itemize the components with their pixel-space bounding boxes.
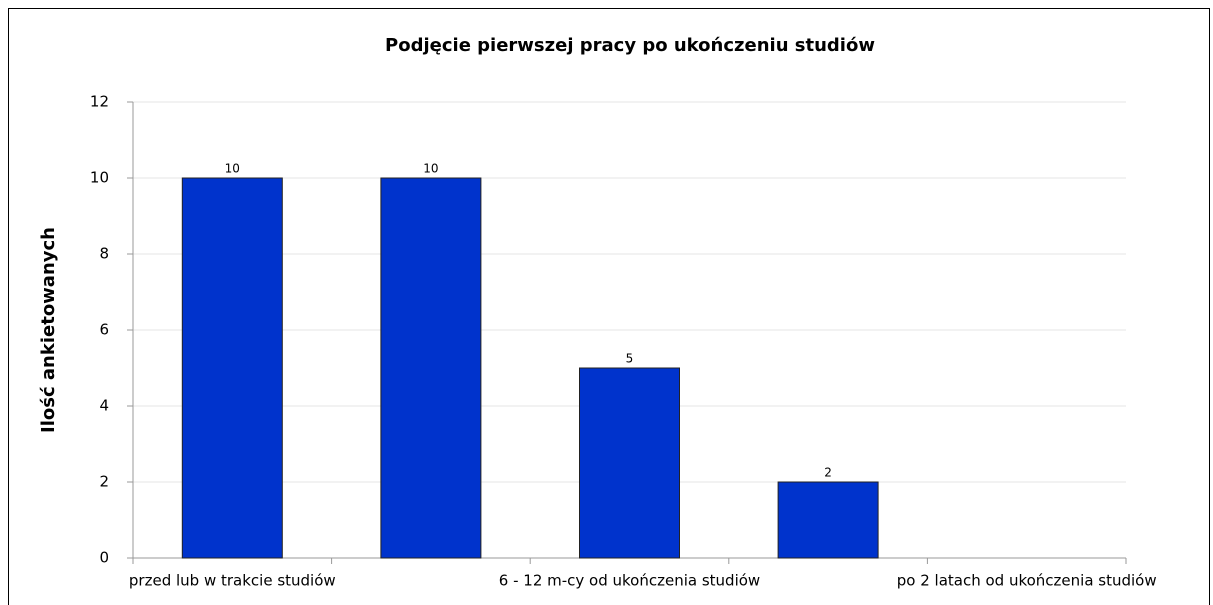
y-tick-label: 2 [99, 473, 109, 491]
bar [777, 481, 879, 559]
y-tick-label: 4 [99, 397, 109, 415]
value-label: 5 [626, 352, 634, 366]
bar [579, 367, 680, 559]
x-tick-label: po 2 latach od ukończenia studiów [897, 572, 1157, 590]
value-label: 10 [423, 162, 438, 176]
y-tick-label: 6 [99, 321, 109, 339]
bar [181, 177, 283, 559]
x-tick-label: przed lub w trakcie studiów [129, 572, 336, 590]
y-tick-label: 10 [90, 169, 109, 187]
chart-title: Podjęcie pierwszej pracy po ukończeniu s… [385, 35, 875, 56]
y-tick-label: 0 [99, 549, 109, 567]
value-label: 2 [824, 466, 832, 480]
frame [8, 8, 1210, 605]
bar [380, 177, 482, 559]
y-tick-label: 8 [99, 245, 109, 263]
value-label: 10 [225, 162, 240, 176]
x-tick-label: 6 - 12 m-cy od ukończenia studiów [499, 572, 760, 590]
y-axis-label: Ilość ankietowanych [38, 227, 59, 433]
y-tick-label: 12 [90, 93, 109, 111]
